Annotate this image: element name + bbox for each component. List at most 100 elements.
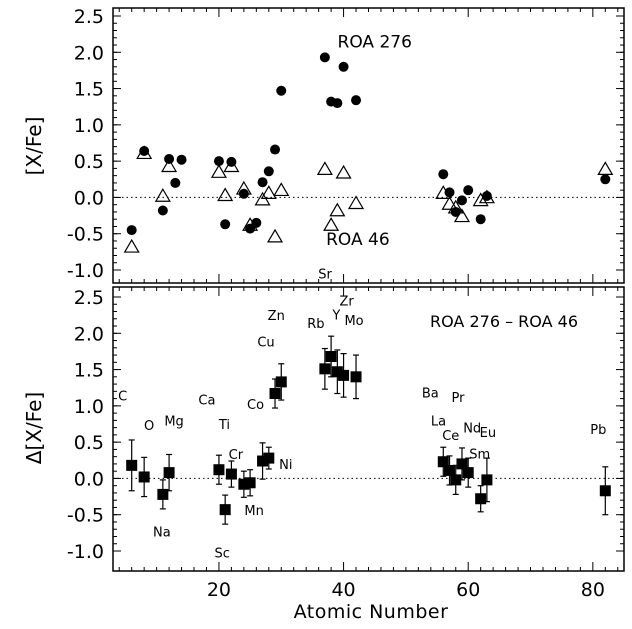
filled-square-point bbox=[338, 369, 350, 381]
open-triangle-point bbox=[447, 199, 464, 214]
element-label: Ti bbox=[218, 418, 230, 433]
bottom-y-axis-label: Δ[X/Fe] bbox=[22, 392, 46, 464]
bottom-axis-ticks bbox=[113, 287, 624, 571]
filled-square-point bbox=[225, 468, 237, 480]
filled-circle-point bbox=[481, 190, 492, 201]
element-label: Mg bbox=[164, 415, 183, 430]
element-label: Eu bbox=[480, 426, 496, 441]
open-triangle-point bbox=[273, 182, 290, 197]
open-triangle-point bbox=[329, 202, 346, 217]
element-label: Mo bbox=[344, 314, 363, 329]
top-axis-ticks bbox=[113, 8, 624, 283]
filled-square-point bbox=[244, 477, 256, 489]
filled-circle-point bbox=[276, 85, 287, 96]
y-tick-label: -1.0 bbox=[67, 260, 104, 282]
y-tick-label: 2.5 bbox=[74, 6, 104, 28]
filled-circle-point bbox=[157, 205, 168, 216]
filled-circle-point bbox=[338, 61, 349, 72]
x-tick-label: 80 bbox=[581, 579, 605, 601]
filled-square-point bbox=[213, 464, 225, 476]
y-tick-label: 2.5 bbox=[74, 287, 104, 309]
filled-square-point bbox=[319, 363, 331, 375]
filled-circle-point bbox=[475, 214, 486, 225]
filled-circle-point bbox=[351, 95, 362, 106]
x-tick-label: 60 bbox=[456, 579, 480, 601]
filled-square-point bbox=[331, 366, 343, 378]
filled-circle-point bbox=[220, 219, 231, 230]
element-label: Na bbox=[153, 525, 171, 540]
filled-square-point bbox=[269, 388, 281, 400]
filled-circle-point bbox=[263, 166, 274, 177]
open-triangle-point bbox=[453, 208, 471, 223]
y-tick-label: 0.0 bbox=[74, 468, 104, 490]
element-label: O bbox=[144, 419, 154, 434]
x-tick-label: 40 bbox=[331, 579, 355, 601]
filled-square-point bbox=[444, 464, 456, 476]
open-triangle-point bbox=[323, 217, 340, 231]
filled-circle-point bbox=[176, 154, 187, 165]
y-tick-label: 0.5 bbox=[74, 151, 104, 173]
top-y-tick-labels: -1.0 -0.5 0.0 0.5 1.0 1.5 2.0 2.5 bbox=[67, 6, 104, 282]
filled-circle-point bbox=[126, 225, 137, 236]
filled-circle-point bbox=[600, 174, 611, 185]
x-axis-label: Atomic Number bbox=[294, 601, 449, 623]
filled-circle-point bbox=[270, 144, 281, 155]
filled-square-point bbox=[450, 474, 462, 486]
filled-square-point bbox=[481, 474, 493, 486]
filled-square-point bbox=[138, 471, 150, 483]
roa-46-annotation: ROA 46 bbox=[326, 230, 390, 250]
open-triangle-point bbox=[260, 185, 277, 199]
open-triangle-point bbox=[347, 195, 365, 210]
y-tick-label: 1.5 bbox=[74, 79, 104, 101]
x-tick-label: 20 bbox=[207, 579, 231, 601]
x-tick-labels: 20 40 60 80 bbox=[207, 579, 605, 601]
bottom-panel: -1.0-0.50.00.51.01.52.02.5 CONaMgCaScTiC… bbox=[22, 268, 625, 623]
filled-square-point bbox=[163, 467, 175, 479]
filled-circle-point bbox=[213, 156, 224, 167]
y-tick-label: 0.0 bbox=[74, 187, 104, 209]
element-label: Mn bbox=[244, 504, 263, 519]
bottom-data-points bbox=[126, 335, 611, 525]
element-label: Zn bbox=[268, 309, 285, 324]
filled-square-point bbox=[599, 485, 611, 497]
filled-circle-point bbox=[444, 187, 455, 198]
element-label: Rb bbox=[307, 317, 324, 332]
element-label: Zr bbox=[339, 294, 354, 309]
filled-circle-point bbox=[170, 177, 181, 188]
element-label: Cu bbox=[257, 336, 274, 351]
filled-square-point bbox=[126, 459, 138, 471]
filled-square-point bbox=[157, 488, 169, 500]
element-label: Ca bbox=[198, 394, 215, 409]
filled-square-point bbox=[462, 467, 474, 479]
y-tick-label: 2.0 bbox=[74, 323, 104, 345]
element-label: Sm bbox=[469, 448, 490, 463]
open-triangle-point bbox=[223, 158, 240, 173]
top-panel: -1.0 -0.5 0.0 0.5 1.0 1.5 2.0 2.5 ROA 276 ROA 4… bbox=[22, 6, 625, 284]
element-label: Cr bbox=[229, 448, 244, 463]
filled-circle-point bbox=[319, 52, 330, 63]
bottom-panel-title: ROA 276 – ROA 46 bbox=[430, 312, 578, 331]
element-label: Nd bbox=[463, 422, 481, 437]
element-label: Y bbox=[331, 309, 340, 324]
element-label: Pb bbox=[590, 423, 606, 438]
open-triangle-point bbox=[210, 164, 227, 178]
filled-circle-point bbox=[139, 145, 150, 156]
open-triangle-point bbox=[235, 180, 252, 195]
filled-circle-point bbox=[463, 185, 474, 196]
element-label: Pr bbox=[451, 391, 465, 406]
filled-square-point bbox=[238, 478, 250, 490]
top-data-points bbox=[123, 52, 614, 253]
element-label: La bbox=[431, 414, 446, 429]
element-label: Sc bbox=[214, 547, 229, 562]
y-tick-label: 0.5 bbox=[74, 432, 104, 454]
element-label: Ce bbox=[442, 429, 459, 444]
filled-circle-point bbox=[332, 98, 343, 109]
y-tick-label: 1.0 bbox=[74, 115, 104, 137]
filled-square-point bbox=[325, 351, 337, 363]
open-triangle-point bbox=[161, 158, 178, 173]
open-triangle-point bbox=[597, 161, 614, 175]
open-triangle-point bbox=[217, 187, 234, 202]
element-label: Ba bbox=[422, 387, 439, 402]
open-triangle-point bbox=[123, 238, 140, 253]
